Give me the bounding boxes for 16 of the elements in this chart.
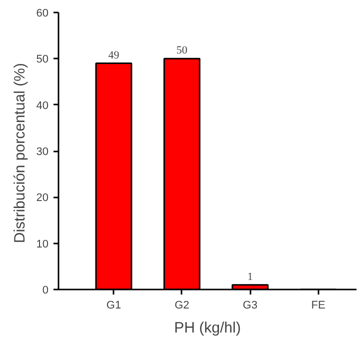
data-label: 50	[176, 44, 188, 57]
y-tick-label: 10	[36, 238, 49, 250]
y-tick-label: 40	[36, 100, 49, 112]
data-label: 49	[108, 49, 120, 62]
x-tick-label: G2	[174, 300, 190, 312]
data-label: 1	[247, 270, 253, 283]
x-tick-label: G3	[242, 300, 258, 312]
y-axis-title: Distribución porcentual (%)	[11, 63, 28, 244]
x-tick-label: G1	[106, 300, 122, 312]
x-axis-title: PH (kg/hl)	[174, 320, 241, 336]
y-tick-label: 30	[36, 146, 49, 158]
x-tick-label: FE	[311, 300, 326, 312]
y-tick-label: 0	[42, 284, 49, 296]
y-tick-label: 60	[36, 8, 49, 20]
y-tick-label: 50	[36, 54, 49, 66]
y-tick-label: 20	[36, 192, 49, 204]
